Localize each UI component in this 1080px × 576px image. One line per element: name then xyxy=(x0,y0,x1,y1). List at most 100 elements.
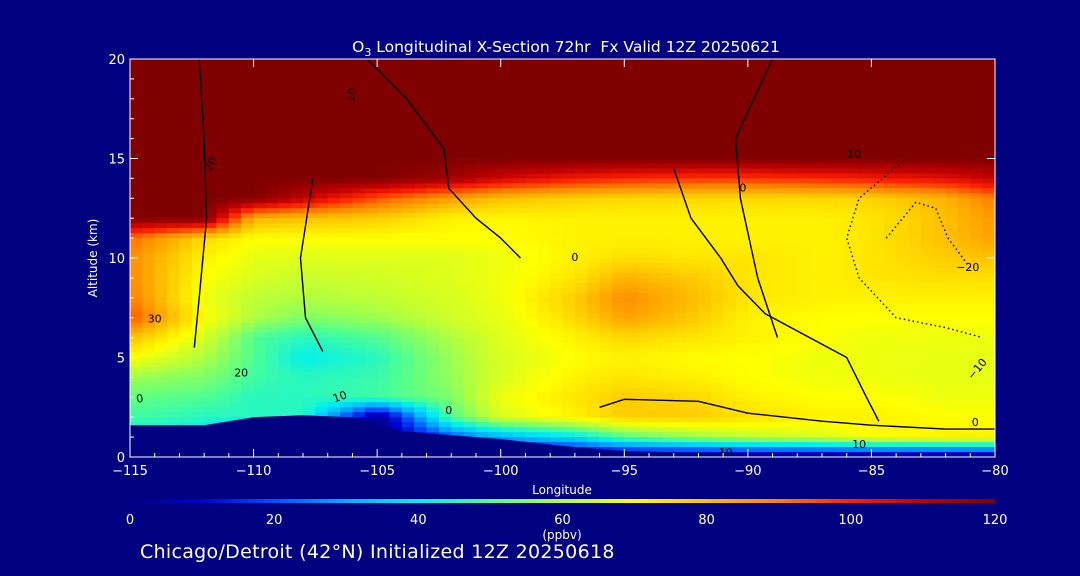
field-cell xyxy=(154,88,168,95)
field-cell xyxy=(686,347,700,354)
field-cell xyxy=(624,88,638,95)
field-cell xyxy=(562,322,576,329)
field-cell xyxy=(846,223,860,229)
field-cell xyxy=(426,292,440,299)
field-cell xyxy=(574,193,588,199)
field-cell xyxy=(241,352,255,359)
field-cell xyxy=(537,372,551,378)
field-cell xyxy=(315,317,329,324)
field-cell xyxy=(513,188,527,194)
field-cell xyxy=(735,258,749,264)
field-cell xyxy=(574,233,588,239)
field-cell xyxy=(871,302,885,309)
field-cell xyxy=(513,243,527,249)
field-cell xyxy=(340,88,354,95)
field-cell xyxy=(488,88,502,95)
field-cell xyxy=(735,272,749,279)
field-cell xyxy=(488,277,502,284)
field-cell xyxy=(760,228,774,234)
field-cell xyxy=(846,352,860,359)
field-cell xyxy=(562,188,576,194)
field-cell xyxy=(661,442,675,448)
field-cell xyxy=(698,128,712,135)
field-cell xyxy=(797,272,811,279)
field-cell xyxy=(636,312,650,319)
field-cell xyxy=(315,312,329,319)
field-cell xyxy=(488,387,502,393)
field-cell xyxy=(723,68,737,75)
field-cell xyxy=(686,327,700,334)
field-cell xyxy=(822,223,835,229)
field-cell xyxy=(550,407,564,413)
field-cell xyxy=(426,258,440,264)
field-cell xyxy=(723,163,737,170)
field-cell xyxy=(550,193,564,199)
field-cell xyxy=(686,128,700,135)
field-cell xyxy=(574,168,588,175)
field-cell xyxy=(179,163,193,170)
field-cell xyxy=(389,377,403,383)
field-cell xyxy=(154,178,168,184)
field-cell xyxy=(636,387,650,393)
field-cell xyxy=(550,148,564,155)
field-cell xyxy=(340,228,354,234)
field-cell xyxy=(438,302,452,309)
field-cell xyxy=(673,148,687,155)
field-cell xyxy=(649,118,662,125)
field-cell xyxy=(797,302,811,309)
field-cell xyxy=(463,158,477,165)
field-cell xyxy=(649,342,662,349)
field-cell xyxy=(809,158,823,165)
field-cell xyxy=(130,193,143,199)
field-cell xyxy=(735,78,749,85)
field-cell xyxy=(204,392,218,398)
field-cell xyxy=(710,93,724,100)
field-cell xyxy=(278,372,292,378)
field-cell xyxy=(747,208,761,214)
field-cell xyxy=(624,223,638,229)
field-cell xyxy=(426,402,440,408)
field-cell xyxy=(587,297,601,304)
field-cell xyxy=(204,347,218,354)
field-cell xyxy=(760,198,774,204)
field-cell xyxy=(327,337,341,344)
field-cell xyxy=(154,138,168,145)
field-cell xyxy=(871,392,885,398)
field-cell xyxy=(822,148,835,155)
field-cell xyxy=(710,68,724,75)
field-cell xyxy=(834,83,848,90)
field-cell xyxy=(747,292,761,299)
field-cell xyxy=(550,357,564,364)
field-cell xyxy=(624,163,638,170)
field-cell xyxy=(315,158,329,165)
field-cell xyxy=(809,223,823,229)
field-cell xyxy=(130,153,143,160)
field-cell xyxy=(377,342,391,349)
field-cell xyxy=(364,143,378,150)
field-cell xyxy=(846,262,860,269)
field-cell xyxy=(599,213,613,219)
field-cell xyxy=(883,228,897,234)
field-cell xyxy=(710,158,724,165)
field-cell xyxy=(463,68,477,75)
field-cell xyxy=(859,342,873,349)
field-cell xyxy=(513,297,527,304)
field-cell xyxy=(253,228,267,234)
field-cell xyxy=(488,272,502,279)
field-cell xyxy=(167,372,181,378)
field-cell xyxy=(883,178,897,184)
field-cell xyxy=(537,218,551,224)
field-cell xyxy=(389,98,403,105)
field-cell xyxy=(500,367,514,374)
field-cell xyxy=(846,123,860,130)
field-cell xyxy=(723,297,737,304)
field-cell xyxy=(265,397,279,403)
field-cell xyxy=(241,198,255,204)
field-cell xyxy=(414,93,428,100)
field-cell xyxy=(265,88,279,95)
field-cell xyxy=(673,59,687,65)
field-cell xyxy=(438,312,452,319)
field-cell xyxy=(784,282,798,289)
field-cell xyxy=(698,93,712,100)
field-cell xyxy=(303,277,316,284)
